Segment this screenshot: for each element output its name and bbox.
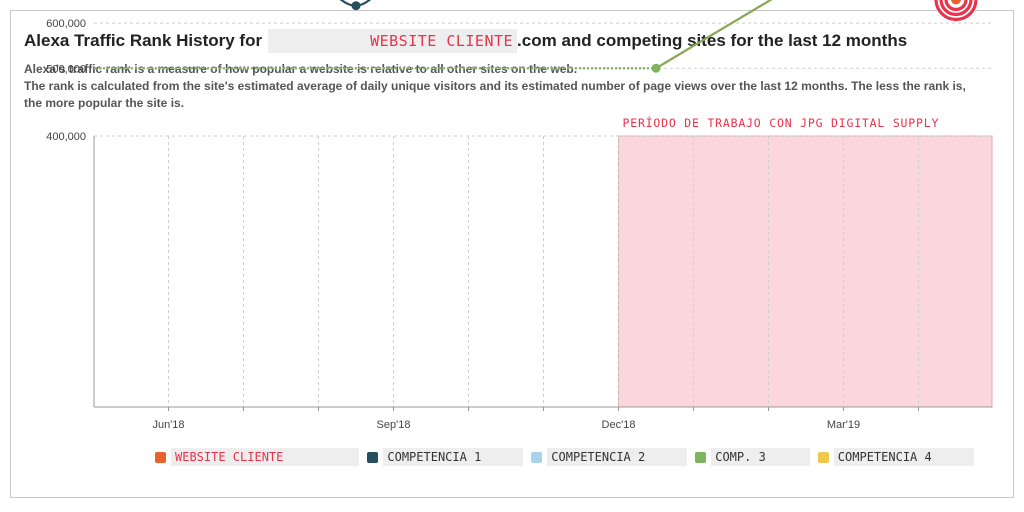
- legend-swatch: [695, 451, 707, 463]
- website-cliente-target-ring: [944, 0, 968, 12]
- competencia-1-line: [339, 0, 372, 7]
- legend-label: COMP. 3: [711, 448, 810, 466]
- x-tick-label: Mar'19: [827, 419, 860, 431]
- comp-3-point: [651, 63, 661, 73]
- title-prefix: Alexa Traffic Rank History for: [24, 31, 263, 50]
- legend-swatch: [817, 451, 829, 463]
- y-tick-label: 600,000: [46, 18, 86, 30]
- y-tick-label: 500,000: [46, 63, 86, 75]
- legend-swatch: [367, 451, 379, 463]
- legend-label: COMPETENCIA 2: [547, 448, 688, 466]
- legend-item-comp-3: COMP. 3: [695, 448, 810, 466]
- x-tick-label: Dec'18: [602, 419, 636, 431]
- competencia-1-point: [351, 1, 361, 11]
- chart-title: Alexa Traffic Rank History for WEBSITE C…: [24, 28, 907, 54]
- legend-item-competencia-4: COMPETENCIA 4: [817, 448, 974, 466]
- legend-item-competencia-1: COMPETENCIA 1: [367, 448, 524, 466]
- y-tick-label: 400,000: [46, 131, 86, 143]
- legend-label: COMPETENCIA 1: [383, 448, 524, 466]
- legend-swatch: [155, 451, 166, 463]
- comp-3-line: [655, 0, 773, 70]
- highlight-band: [618, 135, 993, 408]
- x-tick-label: Sep'18: [377, 419, 411, 431]
- subtitle-line-2: The rank is calculated from the site's e…: [24, 79, 966, 93]
- legend-item-competencia-2: COMPETENCIA 2: [531, 448, 688, 466]
- title-suffix: .com and competing sites for the last 12…: [517, 31, 908, 50]
- subtitle-line-3: the more popular the site is.: [24, 96, 185, 110]
- chart-legend: WEBSITE CLIENTE COMPETENCIA 1 COMPETENCIA …: [155, 448, 982, 466]
- legend-label: WEBSITE CLIENTE: [171, 448, 360, 466]
- x-tick-label: Jun'18: [152, 419, 184, 431]
- legend-swatch: [531, 451, 543, 463]
- legend-item-website-cliente: WEBSITE CLIENTE: [155, 448, 360, 466]
- legend-label: COMPETENCIA 4: [833, 448, 974, 466]
- annotation-label: PERÍODO DE TRABAJO CON JPG DIGITAL SUPPL…: [623, 115, 940, 130]
- website-cliente-point: [951, 0, 961, 5]
- title-highlight: WEBSITE CLIENTE: [268, 29, 518, 53]
